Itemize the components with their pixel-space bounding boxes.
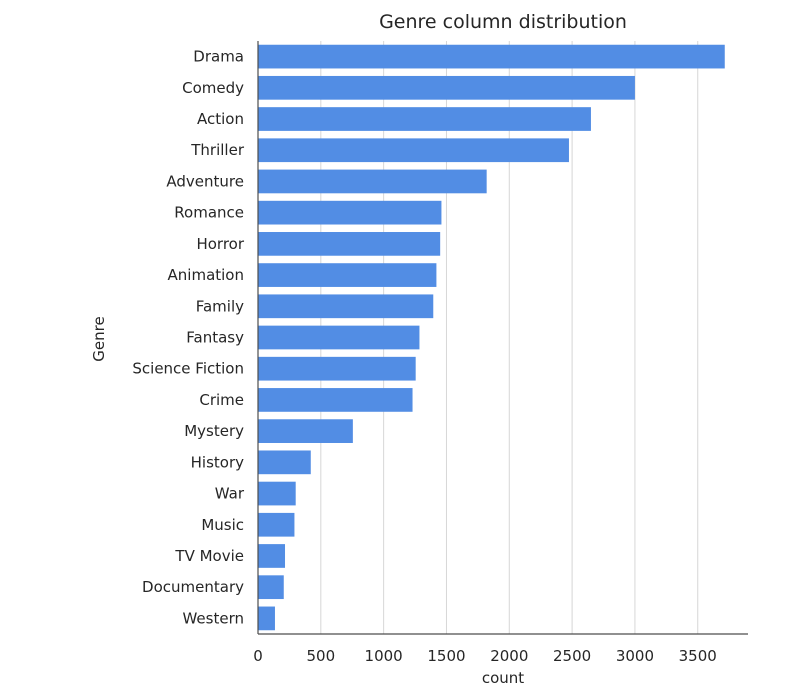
bar-comedy [258, 75, 635, 100]
y-tick-label: Crime [199, 391, 244, 409]
y-tick-label: Documentary [142, 578, 244, 596]
bar-science-fiction [258, 356, 416, 381]
y-tick-label: Comedy [182, 79, 244, 97]
y-tick-label: TV Movie [174, 547, 244, 565]
y-axis-label: Genre [90, 316, 108, 361]
bar-history [258, 450, 311, 475]
y-tick-label: Action [197, 110, 244, 128]
y-tick-label: Music [201, 516, 244, 534]
bar-animation [258, 263, 437, 287]
bar-adventure [258, 169, 487, 194]
bar-western [258, 606, 275, 631]
bar-romance [258, 200, 442, 225]
chart-title: Genre column distribution [379, 11, 627, 33]
bar-music [258, 512, 295, 537]
y-tick-label: Animation [168, 266, 244, 284]
x-tick-label: 2000 [490, 647, 528, 665]
bar-war [258, 481, 296, 506]
x-tick-label: 500 [307, 647, 336, 665]
y-tick-label: Adventure [166, 172, 244, 190]
y-tick-label: History [191, 453, 244, 471]
bar-mystery [258, 419, 353, 443]
x-tick-label: 3500 [679, 647, 717, 665]
x-tick-label: 3000 [616, 647, 654, 665]
y-tick-label: Science Fiction [132, 360, 244, 378]
bar-horror [258, 232, 441, 256]
bars-layer [258, 44, 725, 631]
bar-action [258, 107, 591, 131]
bar-documentary [258, 575, 284, 600]
y-tick-labels: Drama Comedy Action Thriller Adventure Romanc… [132, 48, 244, 628]
bar-thriller [258, 138, 569, 163]
bar-crime [258, 388, 413, 412]
y-tick-label: Thriller [190, 141, 245, 159]
bar-drama [258, 44, 725, 69]
x-tick-label: 1000 [365, 647, 403, 665]
bar-fantasy [258, 325, 420, 350]
y-tick-label: War [215, 485, 245, 503]
x-axis-label: count [482, 669, 524, 687]
axes-layer [257, 41, 748, 635]
y-tick-label: Romance [174, 204, 244, 222]
x-tick-label: 2500 [553, 647, 591, 665]
x-tick-label: 1500 [427, 647, 465, 665]
y-tick-label: Family [196, 297, 244, 315]
bar-family [258, 294, 434, 319]
x-tick-labels: 0 500 1000 1500 2000 2500 3000 3500 [253, 647, 717, 665]
y-tick-label: Mystery [184, 422, 244, 440]
x-tick-label: 0 [253, 647, 263, 665]
y-tick-label: Western [182, 609, 244, 627]
y-tick-label: Drama [193, 48, 244, 66]
bar-tv-movie [258, 544, 286, 568]
y-tick-label: Horror [196, 235, 244, 253]
y-tick-label: Fantasy [186, 329, 244, 347]
